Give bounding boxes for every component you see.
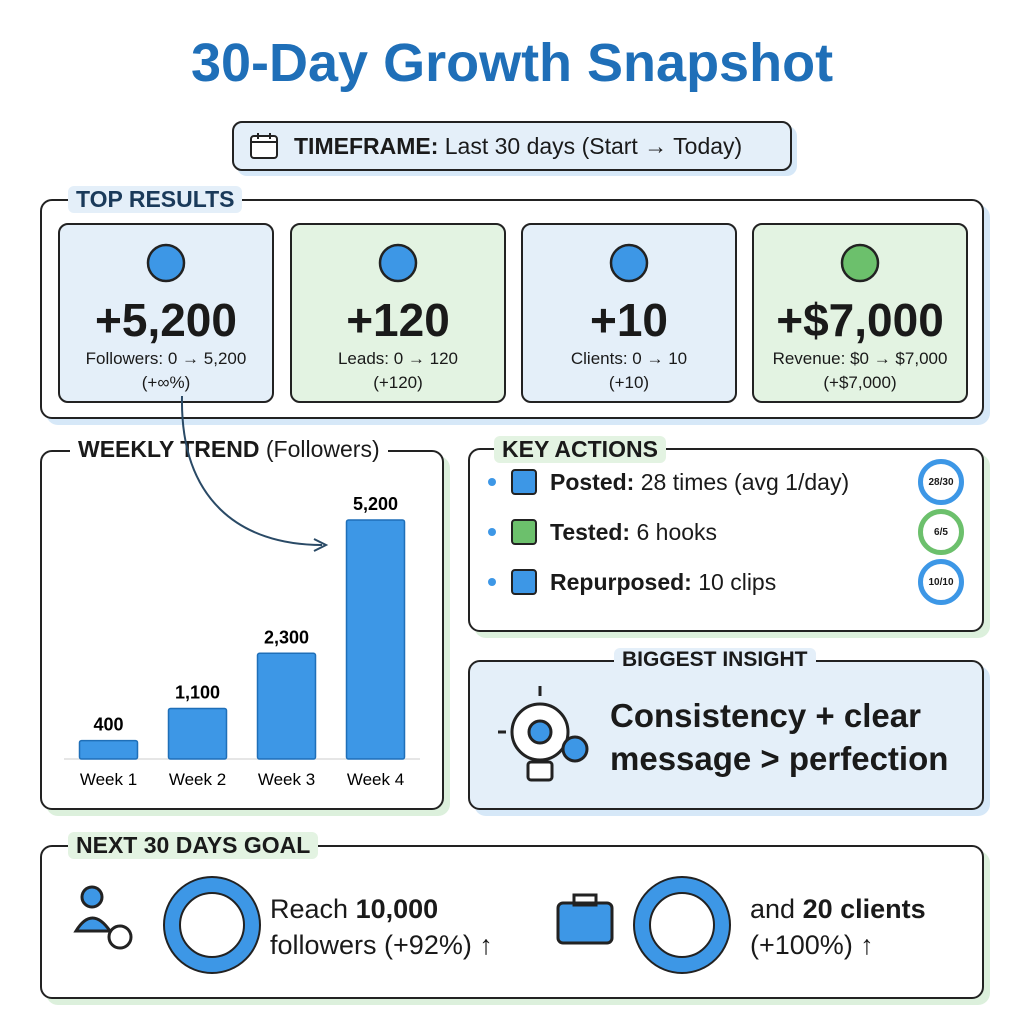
card-label-name: Clients: (570, 349, 628, 368)
card-label: Leads: 0 → 120 (292, 349, 504, 369)
goal-prefix: Reach (270, 894, 349, 924)
card-detail: 0 → 120 (393, 349, 459, 368)
value-label: 400 (93, 715, 123, 735)
icon-shape (378, 243, 418, 283)
section-heading: BIGGEST INSIGHT (614, 648, 816, 672)
bar (78, 739, 139, 760)
section-heading: TOP RESULTS (68, 186, 243, 213)
calendar-icon (250, 133, 278, 159)
action-icon (488, 469, 537, 495)
chart: 400 Week 1 1,100 Week 2 2,300 Week 3 5,200 Week… (64, 494, 420, 789)
action-text: 10 clips (698, 568, 777, 595)
goal-rest: followers (+92%) ↑ (270, 930, 493, 960)
bullet (488, 478, 496, 486)
action-row: Repurposed: 10 clips (488, 566, 776, 598)
chart-subtitle: (Followers) (265, 436, 380, 462)
card-label-name: Leads: (337, 349, 390, 368)
chart-title: WEEKLY TREND (78, 436, 260, 462)
icon-shape (511, 569, 537, 595)
goal-panel: Reach 10,000 followers (+92%) ↑ and 20 cl… (40, 845, 984, 999)
card-change: (+10) (608, 373, 650, 392)
card-value: +10 (589, 294, 669, 346)
icon-shape (511, 519, 537, 545)
result-card: +$7,000 Revenue: $0 → $7,000 (+$7,000) (752, 223, 968, 403)
action-badge: 28/30 (918, 459, 964, 505)
action-icon (488, 519, 537, 545)
bar (256, 652, 317, 760)
action-text: 28 times (avg 1/day) (640, 468, 850, 495)
value-label: 1,100 (175, 682, 220, 702)
weekly-trend-panel: 400 Week 1 1,100 Week 2 2,300 Week 3 5,200 Week… (40, 450, 444, 810)
x-tick-label: Week 3 (258, 770, 315, 789)
bulb-icon (498, 686, 589, 782)
card-label-name: Revenue: (772, 349, 846, 368)
chart-heading: WEEKLY TREND (Followers) (70, 436, 388, 463)
card-change: (+∞%) (141, 373, 191, 392)
timeframe-box: TIMEFRAME: Last 30 days (Start → Today) (232, 121, 792, 171)
insight-panel: Consistency + clear message > perfection (468, 660, 984, 810)
card-detail: $0 → $7,000 (850, 349, 948, 368)
goal-rest: (+100%) ↑ (750, 930, 874, 960)
action-badge: 6/5 (918, 509, 964, 555)
goal-text: and 20 clients (+100%) ↑ (750, 891, 926, 963)
x-tick-label: Week 1 (80, 770, 137, 789)
action-badge: 10/10 (918, 559, 964, 605)
card-label: Followers: 0 → 5,200 (60, 349, 272, 369)
action-row: Tested: 6 hooks (488, 516, 717, 548)
goal-bold: 10,000 (355, 894, 439, 924)
action-label: Repurposed: (550, 568, 692, 595)
card-label: Revenue: $0 → $7,000 (754, 349, 966, 369)
result-card: +120 Leads: 0 → 120 (+120) (290, 223, 506, 403)
card-change: (+120) (373, 373, 423, 392)
card-icon (840, 243, 880, 283)
action-text: 6 hooks (636, 518, 718, 545)
goal-text: Reach 10,000 followers (+92%) ↑ (270, 891, 493, 963)
section-heading: NEXT 30 DAYS GOAL (68, 832, 319, 859)
card-value: +120 (346, 294, 450, 346)
goal-graphic (556, 876, 731, 974)
insight-text: Consistency + clear message > perfection (610, 697, 949, 777)
value-label: 2,300 (264, 627, 309, 647)
result-card: +10 Clients: 0 → 10 (+10) (521, 223, 737, 403)
icon-shape (511, 469, 537, 495)
card-detail: 0 → 5,200 (167, 349, 247, 368)
card-label: Clients: 0 → 10 (523, 349, 735, 369)
value-label: 5,200 (353, 494, 398, 514)
icon-shape (840, 243, 880, 283)
card-label-name: Followers: (85, 349, 164, 368)
card-value: +$7,000 (776, 294, 944, 346)
action-icon (488, 569, 537, 595)
bullet (488, 528, 496, 536)
icon-shape (146, 243, 186, 283)
action-row: Posted: 28 times (avg 1/day) (488, 466, 849, 498)
goal-graphic (73, 876, 261, 974)
card-icon (378, 243, 418, 283)
page-title: 30-Day Growth Snapshot (190, 33, 834, 93)
card-icon (609, 243, 649, 283)
bar (167, 707, 228, 760)
bar (345, 519, 406, 760)
icon-shape (609, 243, 649, 283)
x-tick-label: Week 2 (169, 770, 226, 789)
card-detail: 0 → 10 (632, 349, 688, 368)
card-change: (+$7,000) (823, 373, 897, 392)
timeframe-text: Last 30 days (Start → Today) (444, 132, 743, 159)
goal-bold: 20 clients (802, 894, 926, 924)
card-value: +5,200 (95, 294, 237, 346)
card-icon (146, 243, 186, 283)
action-label: Tested: (550, 518, 631, 545)
key-actions-panel: Posted: 28 times (avg 1/day) 28/30 Tested:… (468, 448, 984, 632)
action-label: Posted: (550, 468, 635, 495)
result-card: +5,200 Followers: 0 → 5,200 (+∞%) (58, 223, 274, 403)
section-heading: KEY ACTIONS (494, 436, 666, 463)
bullet (488, 578, 496, 586)
x-tick-label: Week 4 (347, 770, 404, 789)
timeframe-label: TIMEFRAME: (294, 132, 439, 159)
goal-prefix: and (750, 894, 796, 924)
